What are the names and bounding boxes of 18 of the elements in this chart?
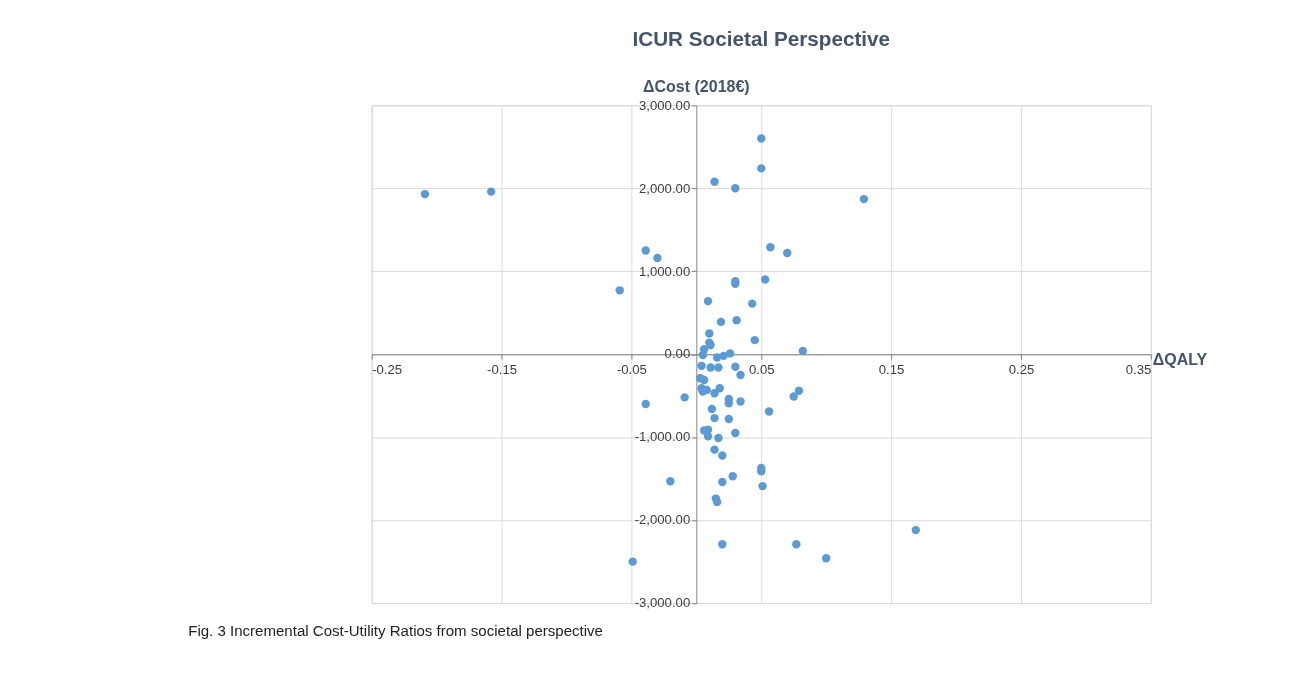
x-tick-label: 0.15 [878, 361, 905, 377]
x-tick-label: -0.25 [372, 361, 403, 377]
y-tick-label: 1,000.00 [639, 263, 691, 279]
chart-title: ICUR Societal Perspective [632, 27, 891, 51]
y-tick-label: -3,000.00 [634, 595, 691, 611]
caption: Fig. 3 Incremental Cost-Utility Ratios from societal perspective [188, 622, 603, 640]
x-tick-label: -0.15 [487, 361, 518, 377]
y-tick-label: 2,000.00 [639, 180, 691, 196]
y-axis-title: ΔCost (2018€) [643, 78, 750, 96]
x-tick-label: 0.05 [748, 361, 775, 377]
x-tick-label: -0.05 [616, 361, 647, 377]
x-tick-label: 0.25 [1008, 361, 1035, 377]
y-tick-label: -2,000.00 [634, 512, 691, 528]
x-axis-title: ΔQALY [1152, 350, 1208, 368]
x-tick-label: 0.35 [1125, 361, 1152, 377]
y-tick-label: 0.00 [664, 346, 691, 362]
y-tick-label: 3,000.00 [639, 97, 691, 113]
y-tick-label: -1,000.00 [634, 429, 691, 445]
